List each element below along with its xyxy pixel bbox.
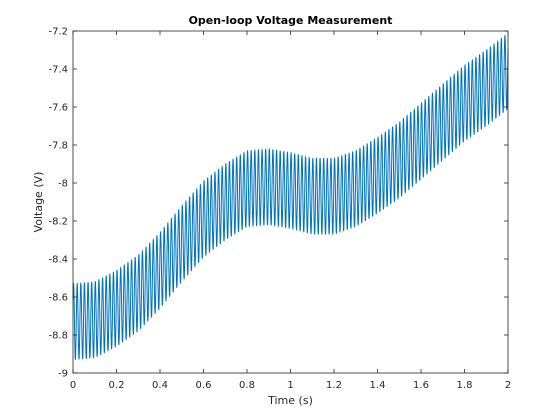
x-tick-label: 0.6 [196,380,212,391]
y-tick-label: -7.8 [48,141,68,152]
y-tick-label: -8.4 [48,255,68,266]
x-tick-label: 0.2 [109,380,125,391]
y-tick-label: -7.6 [48,103,68,114]
x-tick-label: 0 [70,380,76,391]
chart-title: Open-loop Voltage Measurement [189,14,393,27]
y-tick-label: -7.2 [48,27,68,38]
series-group [72,34,509,360]
voltage-series-line [72,34,509,360]
y-tick-label: -8.8 [48,331,68,342]
y-tick-label: -8.6 [48,293,68,304]
y-tick-label: -8.2 [48,217,68,228]
x-ticks: 0 0.2 0.4 0.6 0.8 1 1.2 1.4 1.6 1.8 2 [70,31,511,391]
y-tick-label: -8 [58,179,68,190]
axes-box [72,30,509,374]
y-tick-label: -7.4 [48,65,68,76]
x-tick-label: 1.8 [457,380,473,391]
x-tick-label: 1 [287,380,293,391]
x-tick-label: 1.4 [370,380,386,391]
plot-area [73,31,508,373]
x-tick-label: 1.6 [413,380,429,391]
y-tick-label: -9 [58,369,68,380]
x-axis-label: Time (s) [267,394,313,407]
x-tick-label: 0.4 [152,380,168,391]
x-tick-label: 2 [505,380,511,391]
x-tick-label: 0.8 [239,380,255,391]
y-axis-label: Voltage (V) [32,172,45,233]
x-tick-label: 1.2 [326,380,342,391]
y-ticks: -9 -8.8 -8.6 -8.4 -8.2 -8 -7.8 -7.6 -7.4 -7.2 [48,27,508,380]
